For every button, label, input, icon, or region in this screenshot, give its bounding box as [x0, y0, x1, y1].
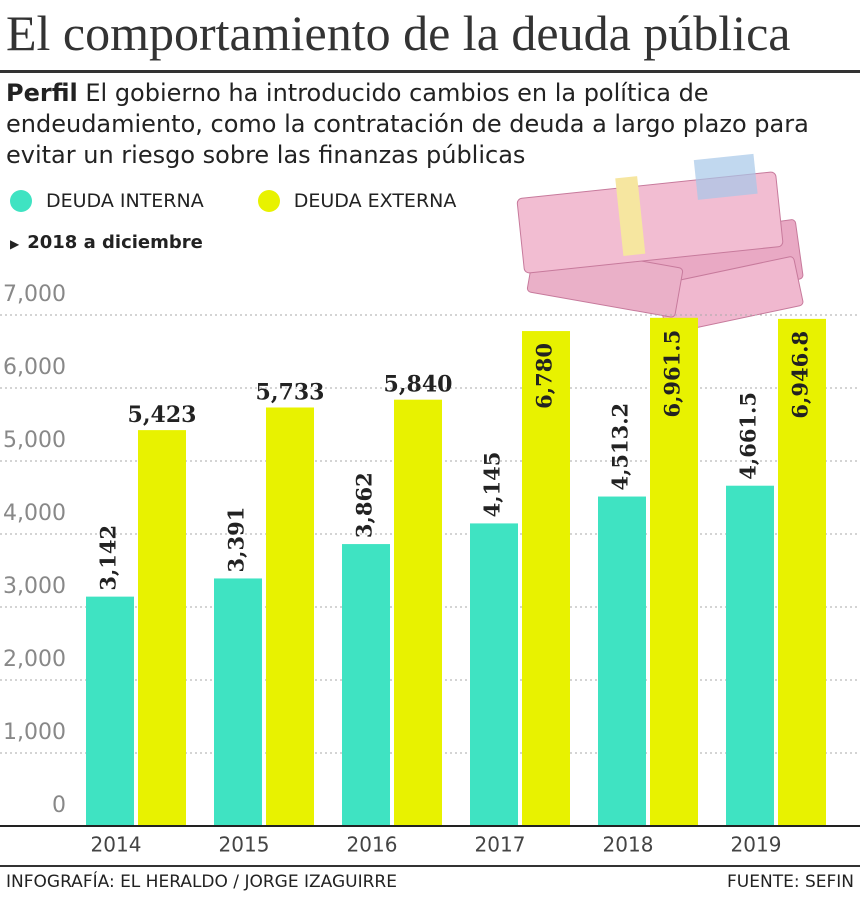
value-label: 5,733: [256, 379, 325, 405]
y-tick-label: 7,000: [3, 282, 66, 307]
x-tick-label: 2016: [347, 833, 398, 857]
bar: [86, 596, 134, 826]
legend-item: DEUDA INTERNA: [10, 190, 204, 212]
value-label: 4,145: [480, 452, 505, 518]
y-tick-label: 6,000: [3, 355, 66, 380]
value-label: 4,513.2: [608, 403, 633, 491]
legend-label: DEUDA EXTERNA: [293, 190, 457, 212]
bar: [650, 317, 698, 826]
value-label: 4,661.5: [736, 392, 761, 480]
source: FUENTE: SEFIN: [727, 872, 854, 892]
bar: [598, 496, 646, 826]
note: ▶ 2018 a diciembre: [10, 232, 203, 253]
bar: [394, 399, 442, 826]
subtitle: Perfil El gobierno ha introducido cambio…: [6, 78, 846, 171]
bar: [266, 407, 314, 826]
value-label: 6,946.8: [788, 331, 813, 419]
value-label: 5,840: [384, 372, 453, 398]
y-tick-label: 5,000: [3, 428, 66, 453]
legend-swatch: [257, 190, 280, 212]
subtitle-text: El gobierno ha introducido cambios en la…: [6, 79, 809, 169]
bar: [342, 544, 390, 826]
value-label: 3,142: [96, 525, 121, 591]
value-label: 6,961.5: [660, 330, 685, 418]
bar: [522, 331, 570, 826]
title-rule: [0, 70, 860, 73]
value-label: 5,423: [128, 402, 197, 428]
legend-label: DEUDA INTERNA: [46, 190, 204, 212]
value-label: 6,780: [532, 343, 557, 409]
money-illustration: [516, 153, 804, 334]
bar: [778, 318, 826, 826]
legend-swatch: [10, 190, 32, 212]
chart-title: El comportamiento de la deuda pública: [6, 5, 791, 61]
bar: [470, 523, 518, 826]
legend: DEUDA INTERNA DEUDA EXTERNA: [10, 190, 504, 217]
legend-item: DEUDA EXTERNA: [257, 190, 457, 212]
y-tick-label: 0: [52, 793, 66, 818]
x-tick-label: 2014: [91, 833, 142, 857]
bar: [138, 430, 186, 826]
y-tick-label: 2,000: [3, 647, 66, 672]
y-tick-label: 3,000: [3, 574, 66, 599]
bar: [214, 578, 262, 826]
value-label: 3,391: [224, 507, 249, 573]
x-tick-label: 2018: [603, 833, 654, 857]
bar: [726, 485, 774, 826]
credit: INFOGRAFÍA: EL HERALDO / JORGE IZAGUIRRE: [6, 872, 397, 892]
x-tick-label: 2015: [219, 833, 270, 857]
y-tick-label: 1,000: [3, 720, 66, 745]
value-label: 3,862: [352, 472, 377, 538]
subtitle-label: Perfil: [6, 79, 78, 107]
note-text: 2018 a diciembre: [27, 232, 203, 253]
y-tick-label: 4,000: [3, 501, 66, 526]
x-tick-label: 2017: [475, 833, 526, 857]
x-tick-label: 2019: [731, 833, 782, 857]
